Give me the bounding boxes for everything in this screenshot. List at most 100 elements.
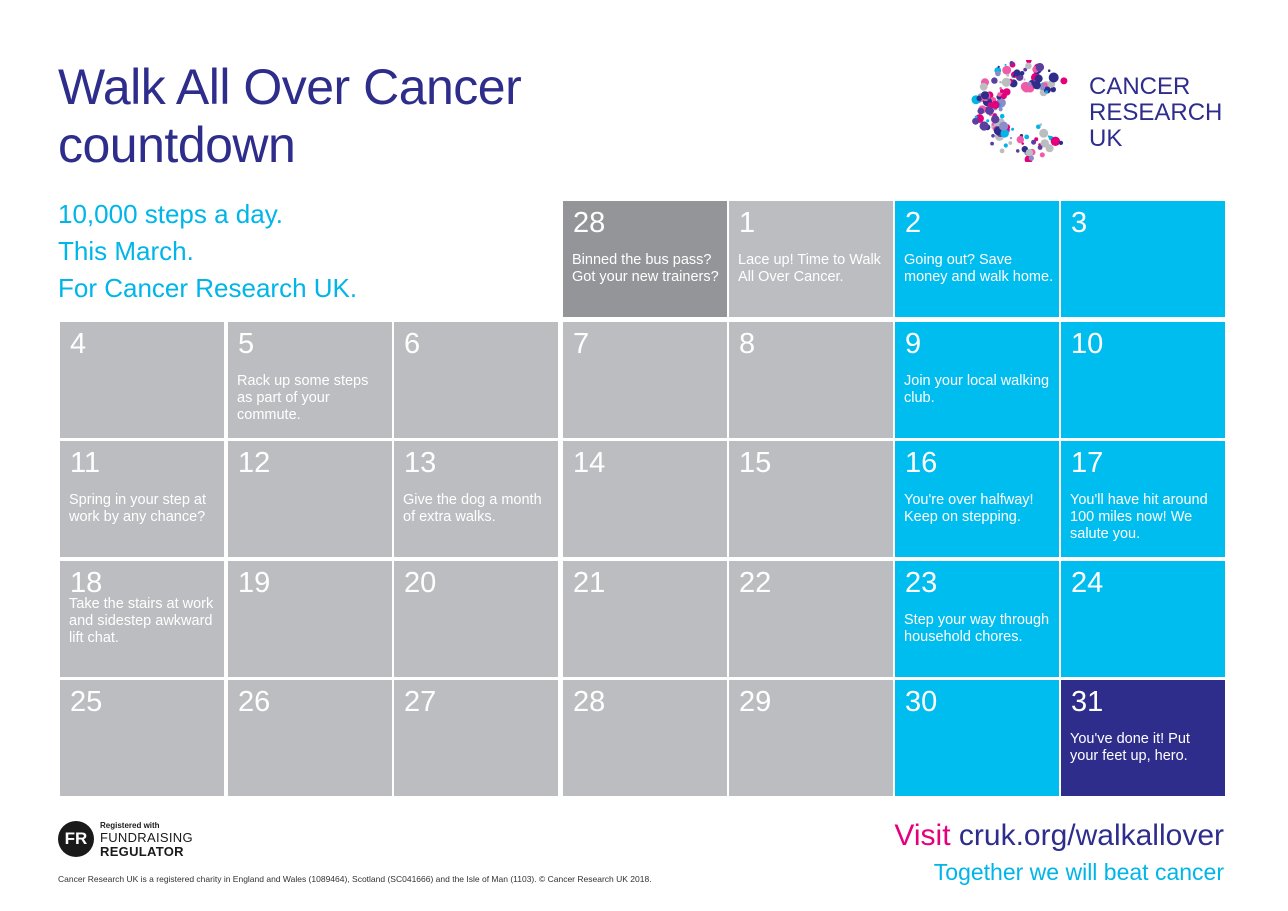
- fr-line-3: REGULATOR: [100, 844, 184, 859]
- calendar-cell: 22: [729, 561, 893, 677]
- logo-dot: [999, 148, 1005, 154]
- logo-dot: [979, 82, 988, 91]
- day-tip: Lace up! Time to Walk All Over Cancer.: [738, 252, 881, 285]
- title-line-1: Walk All Over Cancer: [58, 59, 522, 115]
- calendar-cell: 5 Rack up some steps as part of your comm…: [228, 322, 392, 438]
- calendar-cell: 28 Binned the bus pass? Got your new trai…: [563, 201, 727, 317]
- day-number: 28: [573, 686, 606, 718]
- calendar-cell: 17 You'll have hit around 100 miles now! …: [1061, 441, 1225, 557]
- logo-dot: [979, 121, 989, 131]
- logo-dot: [1012, 74, 1015, 78]
- day-number: 5: [238, 328, 255, 360]
- calendar-cell: 3: [1061, 201, 1225, 317]
- logo-dot: [999, 89, 1004, 94]
- calendar-cell: 1 Lace up! Time to Walk All Over Cancer.: [729, 201, 893, 317]
- fr-badge-icon: FR: [58, 821, 94, 857]
- logo-dot: [1008, 141, 1013, 145]
- day-number: 24: [1071, 567, 1104, 599]
- tagline-line-2: This March.: [58, 236, 194, 266]
- logo-dot: [1032, 80, 1041, 90]
- fr-line-2: FUNDRAISING: [100, 830, 193, 845]
- day-number: 3: [1071, 207, 1088, 239]
- calendar-cell: 25: [60, 680, 224, 796]
- logo-dot: [1058, 140, 1064, 145]
- calendar-cell: 29: [729, 680, 893, 796]
- logo-dot: [1060, 77, 1068, 85]
- logo-dot: [986, 119, 990, 123]
- day-number: 30: [905, 686, 938, 718]
- calendar-cell: 28: [563, 680, 727, 796]
- day-number: 31: [1071, 686, 1104, 718]
- day-number: 17: [1071, 447, 1104, 479]
- logo-dot: [974, 115, 978, 119]
- logo-dot: [995, 70, 1001, 77]
- day-number: 12: [238, 447, 271, 479]
- logo-dot: [987, 102, 993, 108]
- day-number: 25: [70, 686, 103, 718]
- calendar-cell: 13 Give the dog a month of extra walks.: [394, 441, 558, 557]
- logo-dot: [1026, 60, 1032, 64]
- logo-dot: [980, 91, 990, 100]
- logo-dot: [1031, 139, 1037, 145]
- day-number: 18: [70, 567, 103, 599]
- calendar-cell: 18 Take the stairs at work and sidestep a…: [60, 561, 224, 677]
- day-tip: Binned the bus pass? Got your new traine…: [572, 252, 719, 285]
- calendar-cell: 10: [1061, 322, 1225, 438]
- logo-dot: [990, 141, 994, 146]
- logo-dot: [999, 87, 1002, 90]
- day-tip: Rack up some steps as part of your commu…: [237, 373, 369, 423]
- logo-dot: [997, 92, 1002, 97]
- calendar-cell: 23 Step your way through household chores…: [895, 561, 1059, 677]
- calendar-cell: 4: [60, 322, 224, 438]
- logo-line-1: CANCER: [1089, 73, 1191, 100]
- logo-dot: [1050, 86, 1056, 93]
- logo-dot: [1001, 77, 1011, 87]
- calendar-cell: 12: [228, 441, 392, 557]
- tagline-line-3: For Cancer Research UK.: [58, 273, 358, 303]
- logo-wordmark: CANCER RESEARCH UK: [1089, 74, 1222, 152]
- logo-dot: [1016, 135, 1024, 144]
- logo-dot: [1035, 63, 1045, 72]
- slogan: Together we will beat cancer: [933, 859, 1224, 885]
- logo-dot: [1027, 81, 1032, 86]
- logo-dot: [1023, 67, 1028, 72]
- logo-dot: [1011, 127, 1015, 131]
- logo-dot: [1039, 128, 1049, 138]
- logo-dot: [991, 115, 1000, 124]
- logo-dot: [1015, 149, 1020, 153]
- logo-dot: [991, 100, 1000, 109]
- day-number: 28: [573, 207, 606, 239]
- day-tip: You're over halfway! Keep on stepping.: [904, 492, 1034, 525]
- day-number: 20: [404, 567, 437, 599]
- fr-line-1: Registered with: [100, 821, 160, 830]
- logo-dot: [1024, 134, 1030, 140]
- logo-dot: [1047, 69, 1051, 72]
- calendar-cell: 19: [228, 561, 392, 677]
- logo-dot: [1040, 139, 1049, 148]
- day-tip: Take the stairs at work and sidestep awk…: [69, 596, 214, 646]
- calendar-cell: 11 Spring in your step at work by any cha…: [60, 441, 224, 557]
- title-line-2: countdown: [58, 117, 296, 173]
- day-number: 2: [905, 207, 922, 239]
- day-number: 27: [404, 686, 437, 718]
- day-number: 26: [238, 686, 271, 718]
- logo-dot: [998, 107, 1003, 112]
- logo-dot: [1004, 63, 1007, 66]
- visit-url-link[interactable]: cruk.org/walkallover: [958, 819, 1224, 852]
- fundraising-regulator-badge: FR Registered with FUNDRAISING REGULATOR: [58, 819, 218, 865]
- day-number: 11: [70, 447, 101, 479]
- logo-dot: [1025, 148, 1034, 157]
- logo-dot: [999, 80, 1002, 84]
- logo-dot: [991, 77, 998, 84]
- calendar-cell: 30: [895, 680, 1059, 796]
- logo-dot: [1006, 73, 1010, 77]
- day-number: 19: [238, 567, 271, 599]
- logo-dot: [1039, 152, 1045, 158]
- cancer-research-uk-logo: CANCER RESEARCH UK: [962, 60, 1224, 162]
- logo-line-2: RESEARCH: [1089, 99, 1223, 126]
- logo-dot: [1025, 62, 1032, 70]
- calendar-cell: 26: [228, 680, 392, 796]
- logo-dot: [1000, 129, 1009, 138]
- day-number: 4: [70, 328, 87, 360]
- logo-dot: [1028, 155, 1034, 161]
